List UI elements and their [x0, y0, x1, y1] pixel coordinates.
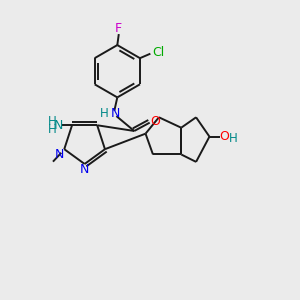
- Text: H: H: [48, 123, 57, 136]
- Text: H: H: [48, 115, 57, 128]
- Text: N: N: [55, 148, 64, 161]
- Text: O: O: [219, 130, 229, 143]
- Text: O: O: [150, 115, 160, 128]
- Text: Cl: Cl: [152, 46, 164, 59]
- Text: F: F: [115, 22, 122, 35]
- Text: N: N: [80, 163, 89, 176]
- Text: H: H: [229, 132, 238, 145]
- Text: N: N: [111, 107, 121, 120]
- Text: H: H: [100, 107, 109, 120]
- Text: N: N: [54, 119, 63, 132]
